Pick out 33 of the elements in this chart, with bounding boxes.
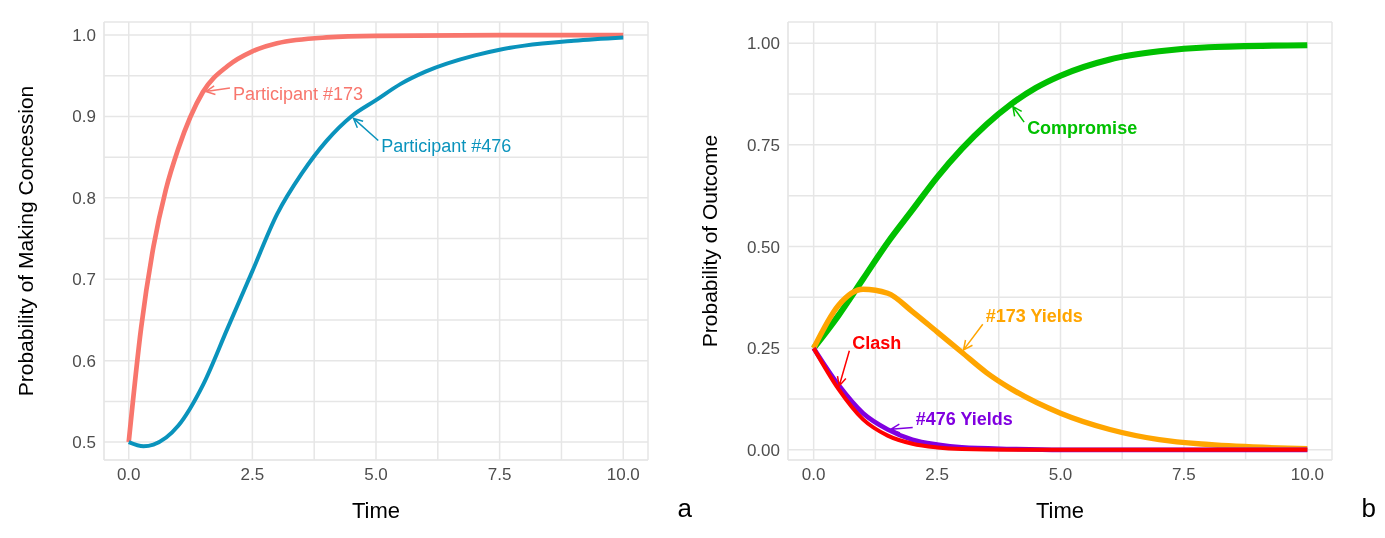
legend-label: Participant #173	[232, 84, 363, 105]
x-axis-title: Time	[351, 498, 401, 523]
x-tick-label: 10.0	[1290, 465, 1324, 485]
x-tick-label: 5.0	[364, 465, 388, 485]
x-axis-title: Time	[1035, 498, 1085, 523]
legend-label: #476 Yields	[915, 409, 1013, 430]
y-tick-label: 0.75	[746, 135, 780, 155]
series-label: Participant #476	[381, 136, 512, 157]
y-tick-label: 1.00	[746, 34, 780, 54]
x-tick-label: 7.5	[1172, 465, 1196, 485]
x-tick-label: 0.0	[116, 465, 141, 485]
y-tick-label: 0.00	[746, 440, 780, 460]
series-label: #173 Yields	[985, 306, 1083, 327]
x-tick-label: 2.5	[240, 465, 265, 485]
y-tick-label: 0.7	[72, 270, 96, 290]
y-tick-label: 0.25	[746, 339, 780, 359]
x-tick-label: 10.0	[606, 465, 640, 485]
y-tick-label: 0.50	[746, 237, 780, 257]
series-label: Compromise	[1027, 118, 1138, 139]
text: b	[1361, 493, 1376, 524]
series-label: Clash	[852, 332, 902, 353]
y-axis-title: Probability of Outcome	[698, 134, 722, 348]
x-tick-label: 0.0	[801, 465, 826, 485]
y-axis-title: Probability of Making Concession	[14, 85, 38, 397]
y-tick-label: 0.6	[72, 351, 96, 371]
y-tick-label: 0.8	[72, 188, 96, 208]
y-tick-label: 1.0	[72, 26, 96, 46]
text: a	[677, 493, 692, 524]
y-tick-label: 0.9	[72, 107, 96, 127]
y-tick-label: 0.5	[72, 433, 96, 453]
x-tick-label: 7.5	[487, 465, 512, 485]
x-tick-label: 5.0	[1048, 465, 1073, 485]
x-tick-label: 2.5	[925, 465, 949, 485]
